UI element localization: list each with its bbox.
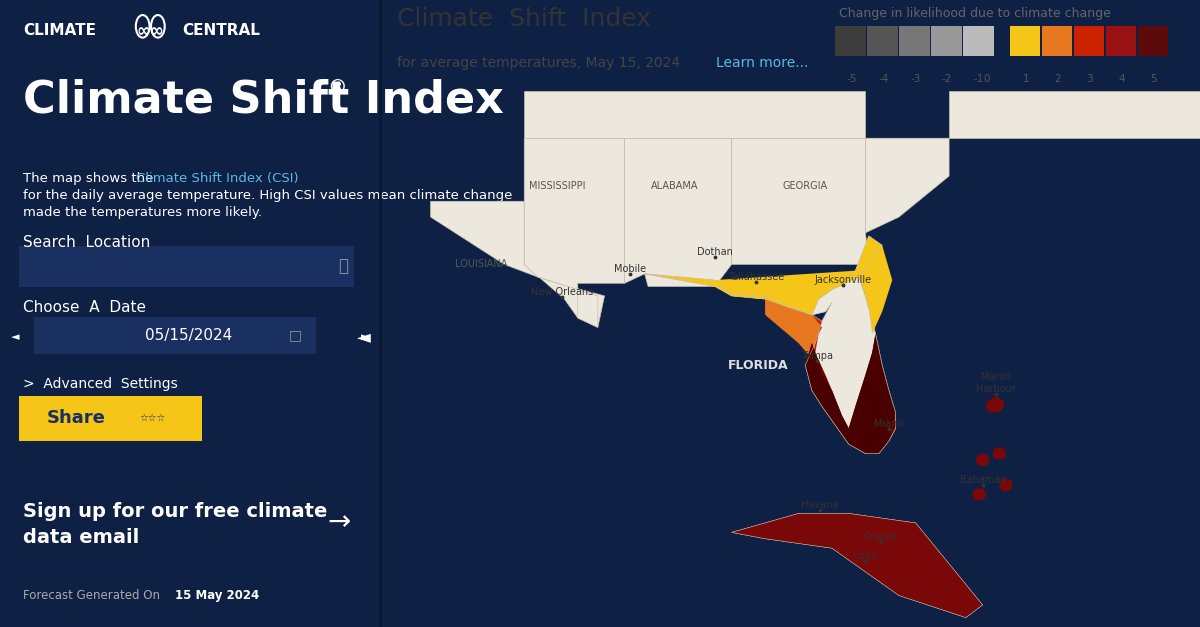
FancyBboxPatch shape <box>19 396 202 441</box>
Circle shape <box>977 454 989 465</box>
Text: 05/15/2024: 05/15/2024 <box>144 328 232 343</box>
FancyBboxPatch shape <box>835 26 865 56</box>
Polygon shape <box>625 138 732 287</box>
Text: Sign up for our free climate
data email: Sign up for our free climate data email <box>23 502 328 547</box>
FancyBboxPatch shape <box>868 26 898 56</box>
FancyBboxPatch shape <box>1010 26 1040 56</box>
Polygon shape <box>644 236 882 315</box>
Text: ∞∞: ∞∞ <box>137 23 164 41</box>
Text: Search  Location: Search Location <box>23 235 150 250</box>
Text: -4: -4 <box>878 73 888 83</box>
Polygon shape <box>431 201 605 327</box>
Text: Climate Shift Index (CSI): Climate Shift Index (CSI) <box>136 172 299 186</box>
Text: 15 May 2024: 15 May 2024 <box>175 589 259 603</box>
Text: ◄: ◄ <box>356 328 371 346</box>
Text: Bahamas: Bahamas <box>960 475 1006 485</box>
Text: for the daily average temperature. High CSI values mean climate change: for the daily average temperature. High … <box>23 189 512 203</box>
Polygon shape <box>732 514 983 618</box>
Polygon shape <box>766 299 822 359</box>
Text: Jacksonville: Jacksonville <box>815 275 872 285</box>
Text: MISSISSIPPI: MISSISSIPPI <box>529 181 586 191</box>
Text: New Orleans: New Orleans <box>530 287 593 297</box>
Text: ALABAMA: ALABAMA <box>652 181 698 191</box>
Text: 2: 2 <box>1055 73 1061 83</box>
Text: -2: -2 <box>942 73 953 83</box>
Circle shape <box>994 448 1006 459</box>
Polygon shape <box>805 334 895 453</box>
Text: 4: 4 <box>1118 73 1126 83</box>
Text: Forecast Generated On: Forecast Generated On <box>23 589 167 603</box>
Text: Climate  Shift  Index: Climate Shift Index <box>397 8 650 31</box>
Polygon shape <box>524 91 865 138</box>
FancyBboxPatch shape <box>19 246 354 287</box>
Text: Dothan: Dothan <box>697 248 733 258</box>
Text: FLORIDA: FLORIDA <box>728 359 788 372</box>
Text: ◄: ◄ <box>11 332 19 342</box>
Text: CENTRAL: CENTRAL <box>182 23 260 38</box>
Text: LOUISIANA: LOUISIANA <box>455 260 506 270</box>
Text: 3: 3 <box>1086 73 1093 83</box>
Polygon shape <box>949 91 1200 138</box>
Text: Change in likelihood due to climate change: Change in likelihood due to climate chan… <box>839 8 1111 20</box>
Text: ►: ► <box>361 332 370 342</box>
Polygon shape <box>805 334 895 453</box>
FancyBboxPatch shape <box>1042 26 1072 56</box>
FancyBboxPatch shape <box>964 26 994 56</box>
Text: -1: -1 <box>974 73 984 83</box>
Text: ⌕: ⌕ <box>338 258 348 275</box>
Text: Choose  A  Date: Choose A Date <box>23 300 146 315</box>
Polygon shape <box>524 138 625 327</box>
Polygon shape <box>865 138 949 233</box>
FancyBboxPatch shape <box>1105 26 1136 56</box>
Text: -3: -3 <box>910 73 920 83</box>
Text: GEORGIA: GEORGIA <box>782 181 828 191</box>
Polygon shape <box>809 315 826 391</box>
Text: □: □ <box>289 329 302 342</box>
FancyBboxPatch shape <box>35 317 316 354</box>
Text: -5: -5 <box>846 73 857 83</box>
Circle shape <box>1000 480 1012 491</box>
Polygon shape <box>859 245 893 334</box>
Polygon shape <box>644 236 882 315</box>
Polygon shape <box>732 138 869 265</box>
Text: 0: 0 <box>983 73 990 83</box>
Text: Havana: Havana <box>802 500 839 510</box>
FancyBboxPatch shape <box>899 26 930 56</box>
Text: CLIMATE: CLIMATE <box>23 23 96 38</box>
Circle shape <box>989 398 1003 411</box>
Text: Cuba: Cuba <box>853 551 878 561</box>
Text: for average temperatures, May 15, 2024: for average temperatures, May 15, 2024 <box>397 56 684 70</box>
Circle shape <box>986 401 998 412</box>
Text: 1: 1 <box>1022 73 1030 83</box>
Text: Share: Share <box>47 409 106 427</box>
Text: Mobile: Mobile <box>614 264 646 274</box>
Text: ®: ® <box>328 78 347 97</box>
Text: Tampa: Tampa <box>800 350 833 361</box>
Text: →: → <box>326 508 350 535</box>
Polygon shape <box>732 514 983 618</box>
Text: Learn more...: Learn more... <box>716 56 809 70</box>
FancyBboxPatch shape <box>1138 26 1168 56</box>
Text: Miami: Miami <box>874 419 904 429</box>
Text: Marsh
Harbour: Marsh Harbour <box>976 372 1016 394</box>
Text: Tallahassee: Tallahassee <box>727 272 784 282</box>
Polygon shape <box>805 277 895 453</box>
Circle shape <box>973 489 985 500</box>
Text: Climate Shift Index: Climate Shift Index <box>23 78 504 122</box>
FancyBboxPatch shape <box>1074 26 1104 56</box>
Text: 5: 5 <box>1151 73 1157 83</box>
Text: ☆☆☆: ☆☆☆ <box>139 413 166 423</box>
Text: Cruces: Cruces <box>864 532 898 542</box>
Text: >  Advanced  Settings: > Advanced Settings <box>23 377 178 391</box>
Text: The map shows the: The map shows the <box>23 172 157 186</box>
FancyBboxPatch shape <box>931 26 961 56</box>
Text: made the temperatures more likely.: made the temperatures more likely. <box>23 206 262 219</box>
